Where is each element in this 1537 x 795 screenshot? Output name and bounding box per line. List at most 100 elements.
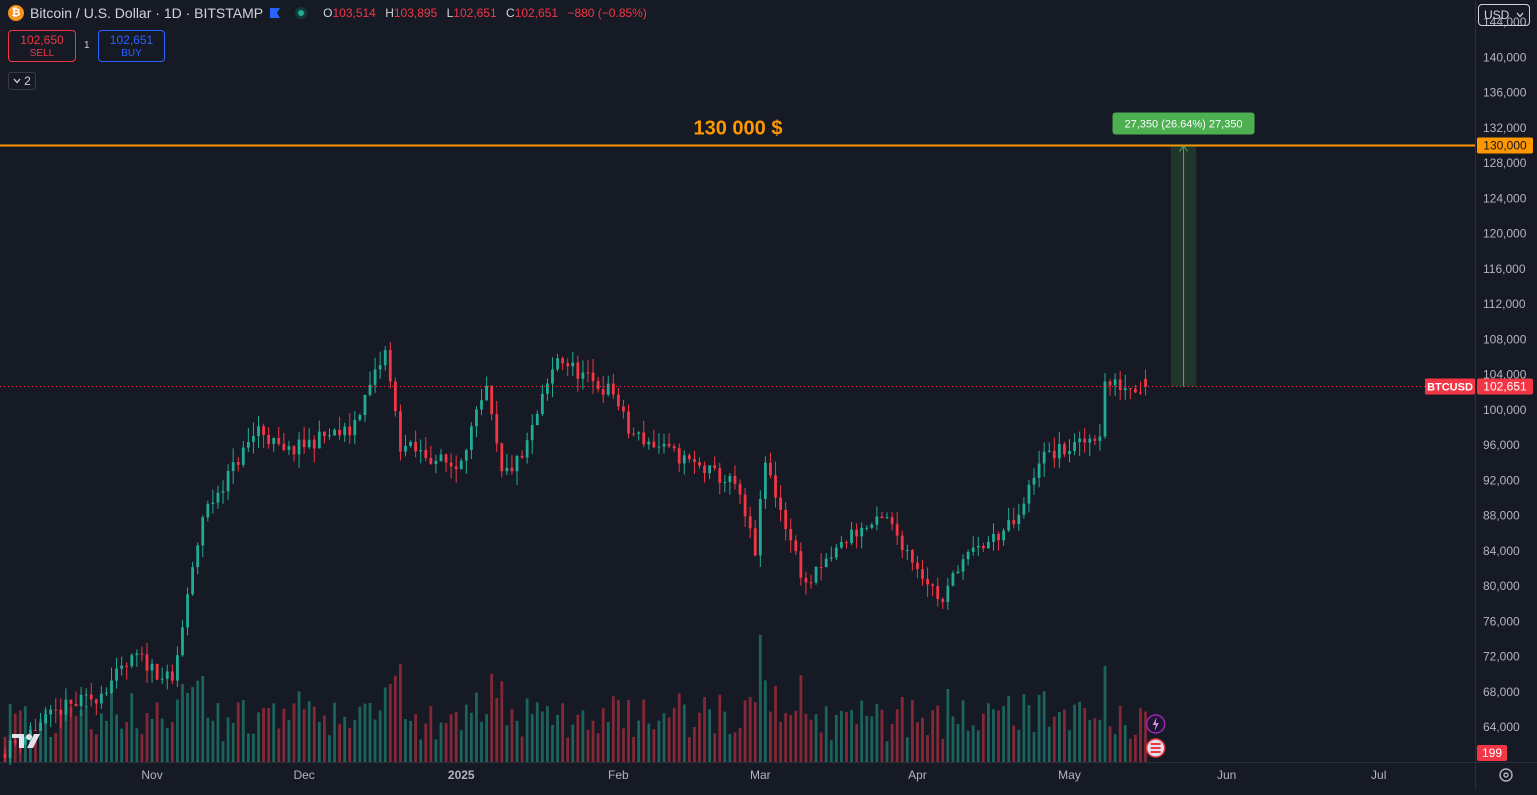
volume-bar <box>657 720 661 762</box>
candle <box>997 533 1000 541</box>
volume-bar <box>819 732 823 762</box>
candle <box>140 653 144 655</box>
candle <box>845 542 848 544</box>
volume-bar <box>99 713 103 762</box>
volume-bar <box>708 709 712 762</box>
volume-bar <box>302 709 306 762</box>
volume-bar <box>226 717 230 762</box>
time-tick-label: Dec <box>293 768 314 782</box>
volume-bar <box>388 683 392 762</box>
last-price-label-bg <box>1477 378 1533 395</box>
candle <box>115 668 118 681</box>
candle <box>865 527 869 529</box>
volume-bar <box>961 700 965 762</box>
candle <box>748 516 752 529</box>
time-tick-label: Feb <box>608 768 629 782</box>
volume-bar <box>1032 731 1036 762</box>
currency-select[interactable]: USD <box>1478 4 1530 26</box>
candle <box>667 443 671 447</box>
indicators-toggle-button[interactable]: 2 <box>8 72 36 90</box>
candle <box>434 460 438 464</box>
volume-bar <box>530 714 534 762</box>
time-tick-label: 2025 <box>448 768 475 782</box>
volume-bar <box>622 728 625 762</box>
volume-bar <box>454 711 458 762</box>
volume-bar <box>921 717 924 762</box>
candle <box>419 449 423 452</box>
candle <box>99 693 103 704</box>
candle <box>510 467 514 472</box>
volume-bar <box>1083 707 1087 762</box>
candle <box>951 573 955 586</box>
sell-label: SELL <box>29 48 55 59</box>
market-status-icon[interactable] <box>295 7 308 19</box>
volume-bar <box>738 728 742 762</box>
candle <box>1088 438 1092 443</box>
volume-bar <box>1017 729 1021 762</box>
candle <box>388 350 392 382</box>
candle <box>819 566 823 568</box>
candle <box>64 699 68 715</box>
candle <box>1037 463 1041 478</box>
buy-button[interactable]: 102,651 BUY <box>98 30 165 62</box>
price-tick-label: 88,000 <box>1483 509 1520 523</box>
volume-bar <box>1002 706 1006 762</box>
volume-bar <box>267 708 271 762</box>
candle <box>551 369 554 384</box>
volume-bar <box>890 723 894 762</box>
volume-bar <box>647 723 651 762</box>
candle <box>155 663 159 680</box>
candle <box>485 385 488 401</box>
candle <box>490 385 494 415</box>
price-tick-label: 132,000 <box>1483 121 1527 135</box>
candle <box>520 456 524 458</box>
candle <box>34 730 37 732</box>
volume-bar <box>469 712 473 762</box>
volume-bar <box>926 735 929 762</box>
volume-bar <box>992 709 995 762</box>
volume-bar <box>120 728 124 762</box>
volume-bar <box>677 693 681 762</box>
flag-icon[interactable] <box>269 7 281 19</box>
volume-bar <box>236 702 240 762</box>
volume-bar <box>368 702 372 762</box>
candle <box>459 460 463 470</box>
time-tick-label: Mar <box>750 768 771 782</box>
volume-bar <box>176 699 179 762</box>
volume-bar <box>667 717 671 762</box>
volume-bar <box>1098 719 1102 762</box>
candle <box>1007 520 1011 531</box>
candle <box>439 454 443 461</box>
sell-button[interactable]: 102,650 SELL <box>8 30 76 62</box>
price-tick-label: 92,000 <box>1483 473 1520 487</box>
price-tick-label: 104,000 <box>1483 368 1527 382</box>
candle <box>596 381 600 390</box>
candle <box>850 529 853 544</box>
candle <box>1128 388 1132 390</box>
price-tick-label: 112,000 <box>1483 297 1526 311</box>
gear-icon[interactable] <box>1497 766 1515 784</box>
symbol-title[interactable]: Bitcoin / U.S. Dollar · 1D · BITSTAMP <box>30 5 264 21</box>
volume-bar <box>373 719 377 762</box>
price-tick-label: 64,000 <box>1483 720 1520 734</box>
candle <box>647 441 651 445</box>
volume-bar <box>586 729 590 762</box>
candle <box>941 598 945 602</box>
candle <box>586 372 590 374</box>
candle <box>1042 451 1046 464</box>
price-tick-label: 124,000 <box>1483 191 1527 205</box>
price-tick-label: 100,000 <box>1483 403 1527 417</box>
volume-bar <box>323 715 326 762</box>
volume-bar <box>769 711 772 762</box>
volume-bar <box>758 634 762 762</box>
volume-bar <box>105 720 108 762</box>
candle <box>900 535 904 551</box>
volume-bar <box>211 720 215 762</box>
volume-bar <box>824 706 828 762</box>
candle <box>753 528 757 556</box>
volume-bar <box>611 696 615 762</box>
candle <box>622 406 625 412</box>
volume-bar <box>814 714 818 762</box>
